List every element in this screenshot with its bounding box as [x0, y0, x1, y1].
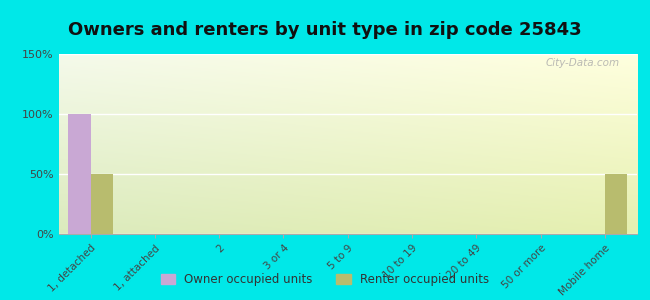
Bar: [605, 174, 627, 234]
Bar: [68, 114, 90, 234]
Text: City-Data.com: City-Data.com: [545, 58, 619, 68]
Text: Owners and renters by unit type in zip code 25843: Owners and renters by unit type in zip c…: [68, 21, 582, 39]
Legend: Owner occupied units, Renter occupied units: Owner occupied units, Renter occupied un…: [156, 269, 494, 291]
Bar: [90, 174, 113, 234]
